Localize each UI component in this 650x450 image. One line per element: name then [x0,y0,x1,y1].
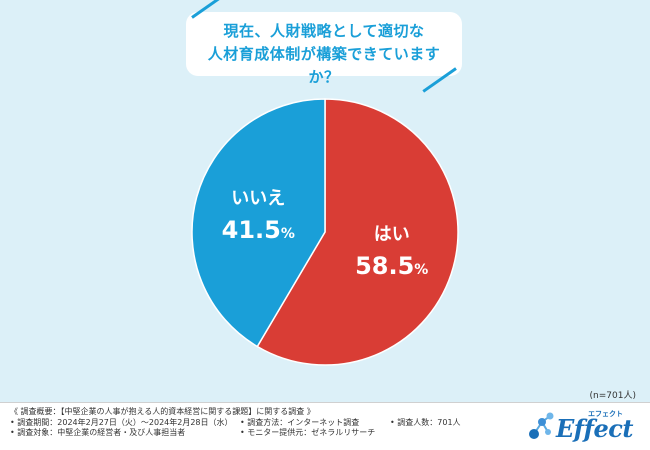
slice-value-label-1: 41.5% [222,216,295,244]
survey-count: • 調査人数：701人 [390,417,461,427]
pie-slice-0 [256,98,459,366]
survey-period: • 調査期間：2024年2月27日（火）～2024年2月28日（水） [10,417,233,427]
pie-slice-1 [191,98,326,348]
survey-overview: 《 調査概要：【中堅企業の人事が抱える人的資本経営に関する課題】に関する調査 》 [10,407,315,416]
molecule-icon [529,412,554,439]
effect-logo: エフェクト Effect [526,408,638,444]
question-line-2: 人材育成体制が構築できていますか？ [207,45,441,86]
slice-value-label-0: 58.5% [355,252,428,280]
survey-footer: 《 調査概要：【中堅企業の人事が抱える人的資本経営に関する課題】に関する調査 》… [0,402,650,450]
question-line-1: 現在、人財戦略として適切な [223,22,425,40]
survey-target: • 調査対象：中堅企業の経営者・及び人事担当者 [10,428,186,437]
slice-category-label-0: はい [374,224,410,245]
slice-category-label-1: いいえ [231,188,285,209]
survey-method: • 調査方法：インターネット調査 [240,417,360,427]
logo-text: Effect [556,414,633,443]
question-box: 現在、人財戦略として適切な 人材育成体制が構築できていますか？ [186,12,462,86]
logo-kana: エフェクト [588,410,623,418]
sample-size-label: (n=701人) [589,391,636,401]
pie-chart: はい 58.5% いいえ 41.5% [191,98,459,366]
survey-provider: • モニター提供元：ゼネラルリサーチ [240,428,376,437]
